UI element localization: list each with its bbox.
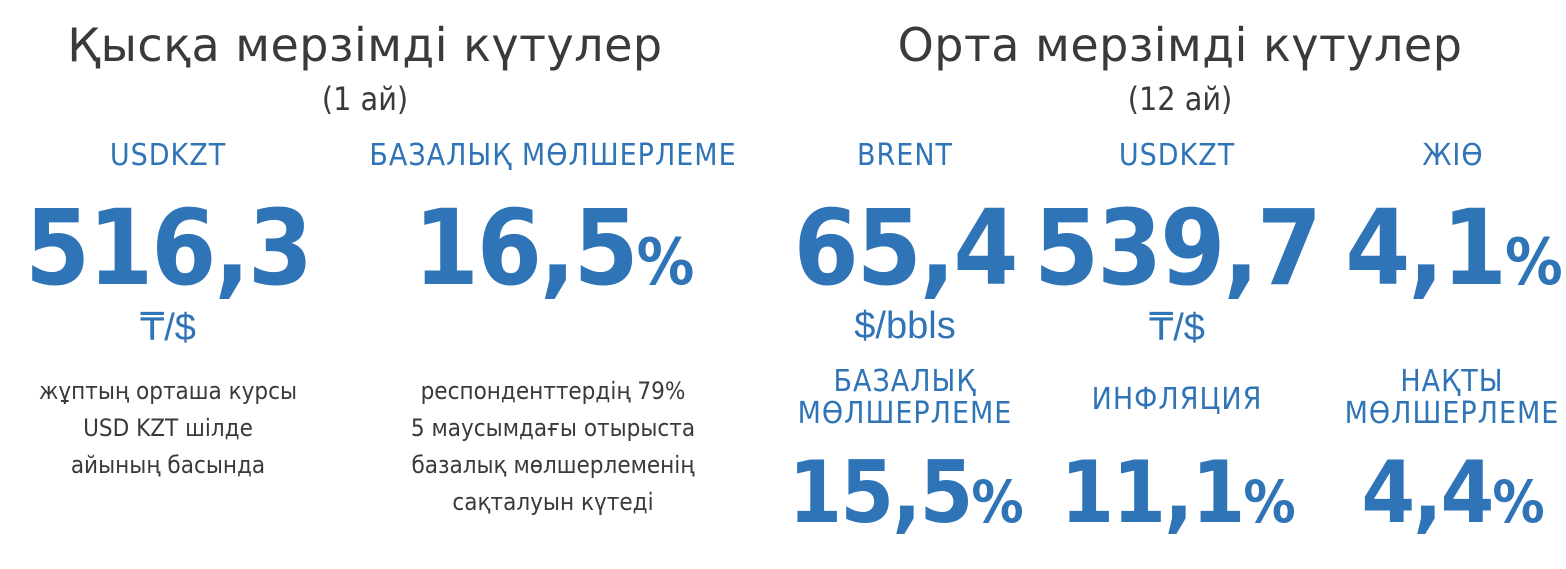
percent-sign: % bbox=[1492, 468, 1544, 536]
description-line: базалық мөлшерлеменің bbox=[411, 451, 695, 479]
medium-base-rate-label: БАЗАЛЫҚ МӨЛШЕРЛЕМЕ bbox=[798, 366, 1013, 430]
description-line: респонденттердің 79% bbox=[420, 377, 686, 405]
medium-usdkzt-unit: ₸/$ bbox=[1149, 307, 1205, 349]
medium-usdkzt-label: USDKZT bbox=[1118, 138, 1236, 173]
short-base-rate-value-group: 16,5% bbox=[414, 196, 695, 300]
short-term-title: Қысқа мерзімді күтулер bbox=[67, 18, 663, 72]
gdp-value: 4,1 bbox=[1345, 187, 1507, 309]
description-line: сақталуын күтеді bbox=[452, 488, 654, 516]
description-line: USD KZT шілде bbox=[83, 414, 253, 442]
label-line: МӨЛШЕРЛЕМЕ bbox=[1344, 396, 1560, 431]
real-rate-label: НАҚТЫ МӨЛШЕРЛЕМЕ bbox=[1345, 366, 1560, 430]
short-usdkzt-value: 516,3 bbox=[25, 187, 313, 309]
label-line: НАҚТЫ bbox=[1400, 364, 1504, 399]
percent-sign: % bbox=[1243, 468, 1295, 536]
inflation-value-group: 11,1% bbox=[1060, 450, 1295, 536]
medium-base-rate-value-group: 15,5% bbox=[788, 450, 1023, 536]
brent-label: BRENT bbox=[857, 138, 953, 173]
gdp-label: ЖІӨ bbox=[1422, 138, 1484, 173]
description-line: жұптың орташа курсы bbox=[38, 377, 298, 405]
inflation-label: ИНФЛЯЦИЯ bbox=[1091, 382, 1263, 417]
brent-value: 65,4 bbox=[793, 187, 1019, 309]
short-term-subtitle: (1 ай) bbox=[321, 80, 409, 118]
medium-base-rate-value: 15,5 bbox=[788, 443, 973, 543]
inflation-value: 11,1 bbox=[1060, 443, 1245, 543]
short-base-rate-label: БАЗАЛЫҚ МӨЛШЕРЛЕМЕ bbox=[369, 138, 737, 173]
real-rate-value-group: 4,4% bbox=[1361, 450, 1544, 536]
short-base-rate-value: 16,5 bbox=[413, 187, 639, 309]
medium-term-subtitle: (12 ай) bbox=[1127, 80, 1233, 118]
gdp-value-group: 4,1% bbox=[1345, 196, 1563, 300]
description-line: айының басында bbox=[70, 451, 266, 479]
brent-unit: $/bbls bbox=[854, 305, 956, 347]
short-usdkzt-label: USDKZT bbox=[109, 138, 227, 173]
label-line: МӨЛШЕРЛЕМЕ bbox=[797, 396, 1013, 431]
short-usdkzt-unit: ₸/$ bbox=[140, 307, 196, 349]
percent-sign: % bbox=[971, 468, 1023, 536]
percent-sign: % bbox=[1505, 226, 1563, 300]
medium-term-title: Орта мерзімді күтулер bbox=[897, 18, 1463, 72]
description-line: 5 маусымдағы отырыста bbox=[410, 414, 696, 442]
label-line: БАЗАЛЫҚ bbox=[833, 364, 977, 399]
short-base-rate-description: респонденттердің 79% 5 маусымдағы отырыс… bbox=[411, 373, 695, 521]
short-usdkzt-description: жұптың орташа курсы USD KZT шілде айының… bbox=[39, 373, 297, 484]
medium-usdkzt-value: 539,7 bbox=[1034, 187, 1322, 309]
percent-sign: % bbox=[636, 226, 695, 300]
real-rate-value: 4,4 bbox=[1361, 443, 1494, 543]
